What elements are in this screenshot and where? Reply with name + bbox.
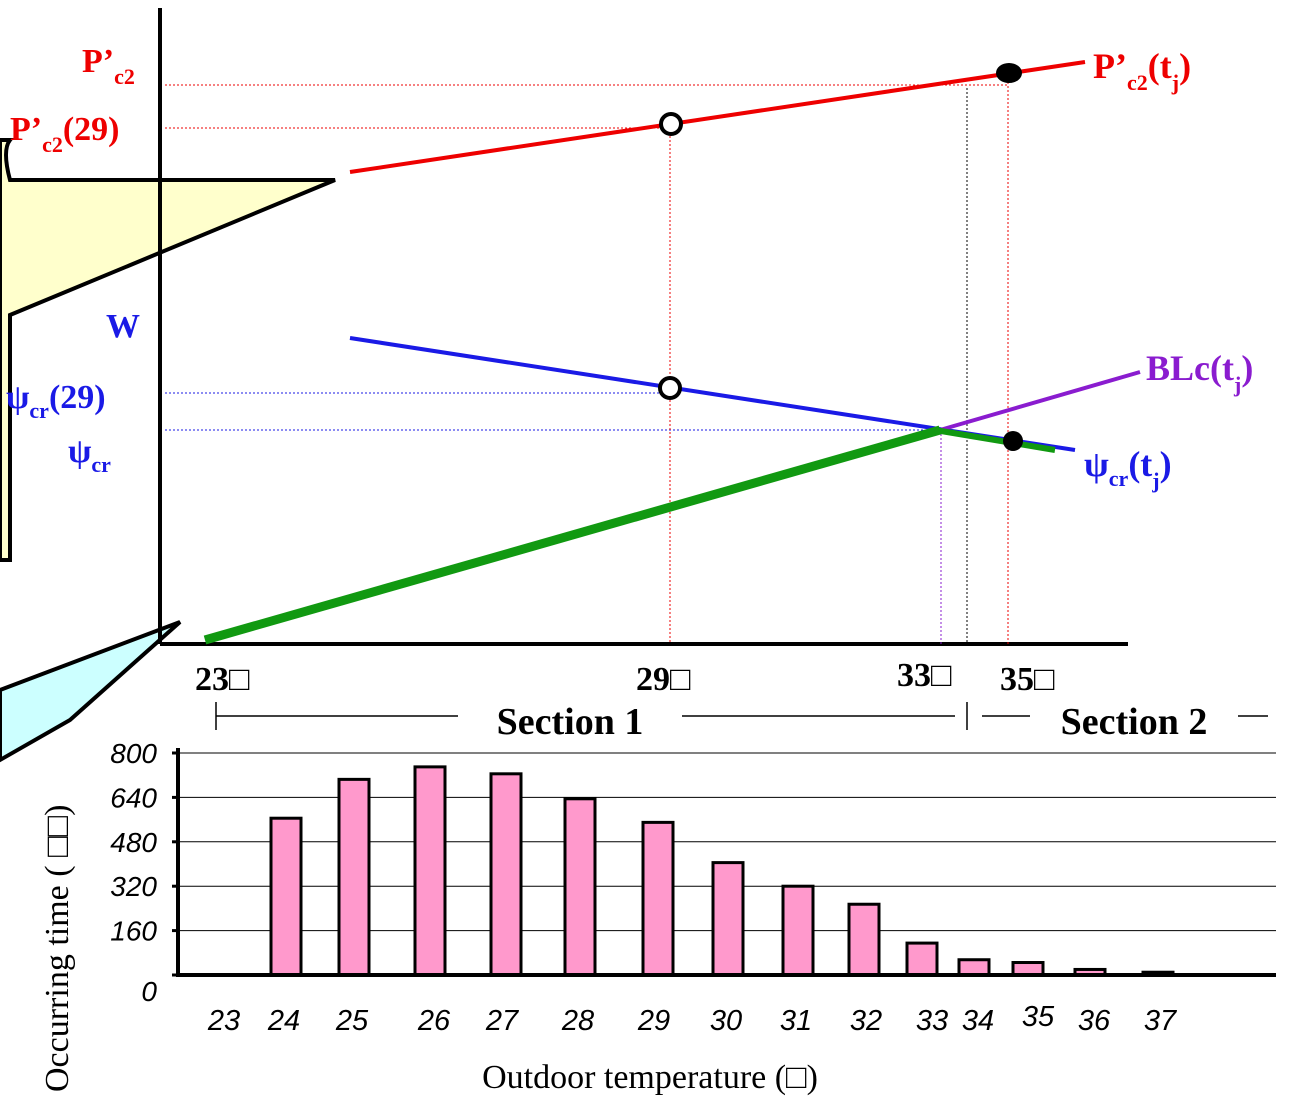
series-blc-line [939, 370, 1141, 432]
x-tick-label-36: 36 [1078, 1005, 1111, 1037]
x-tick-label-28: 28 [561, 1005, 594, 1037]
bar-y-label: Occurring time ( □□) [39, 805, 76, 1092]
series-label-psi: ψcr(tj) [1084, 444, 1172, 493]
bar-25 [337, 777, 371, 977]
y-tick-label: 320 [110, 871, 157, 902]
series-label-blc: BLc(tj) [1146, 348, 1253, 397]
yellow-callout [0, 138, 336, 562]
top-x-ticks: 23□ 29□ 33□ 35□ [195, 657, 1055, 698]
section-2-label: Section 2 [1061, 701, 1208, 743]
x-tick-33: 33□ [897, 657, 952, 694]
ylabel-pc2: P’c2 [82, 43, 135, 89]
bar-32 [847, 902, 881, 977]
x-tick-label-33: 33 [916, 1005, 948, 1037]
bar-x-ticks: 23 24 25 26 27 28 29 30 31 32 33 34 35 36 37 [207, 1001, 1178, 1037]
guide-lines [165, 74, 1009, 644]
x-tick-23: 23□ [195, 661, 250, 698]
x-tick-29: 29□ [636, 661, 691, 698]
bar-27 [489, 772, 523, 977]
x-tick-label-31: 31 [780, 1005, 812, 1037]
x-tick-label-35: 35 [1022, 1001, 1055, 1033]
y-tick-label: 0 [141, 976, 157, 1007]
ylabel-w: W [106, 308, 140, 345]
x-tick-label-30: 30 [710, 1005, 742, 1037]
series-load-line [203, 425, 942, 645]
marker-pc2-35 [996, 63, 1022, 83]
marker-psi-29 [658, 376, 682, 400]
x-tick-label-23: 23 [207, 1005, 240, 1037]
series-label-pc2: P’c2(tj) [1093, 46, 1191, 95]
x-tick-label-24: 24 [267, 1005, 300, 1037]
bar-30 [711, 861, 745, 977]
x-tick-label-27: 27 [485, 1005, 520, 1037]
bar-31 [781, 884, 815, 977]
ylabel-psi-29: ψcr(29) [6, 379, 106, 423]
series-pc2-line [349, 60, 1086, 174]
x-tick-label-32: 32 [850, 1005, 882, 1037]
x-tick-label-29: 29 [637, 1005, 670, 1037]
x-tick-label-25: 25 [335, 1005, 369, 1037]
y-tick-label: 640 [110, 782, 157, 813]
ylabel-pc2-29: P’c2(29) [10, 111, 120, 157]
x-tick-35: 35□ [1000, 661, 1055, 698]
marker-pc2-29 [659, 112, 683, 136]
bar-24 [269, 816, 303, 977]
section-1-label: Section 1 [497, 701, 644, 743]
bar-29 [641, 820, 675, 977]
y-tick-label: 800 [110, 738, 157, 769]
bar-y-ticks: 0 160 320 480 640 800 [110, 738, 178, 1007]
x-tick-label-37: 37 [1144, 1005, 1178, 1037]
cyan-callout [0, 620, 182, 763]
section-brackets [215, 702, 1268, 730]
ylabel-psi: ψcr [68, 433, 111, 477]
series-load-line-2 [934, 427, 1056, 453]
y-tick-label: 480 [110, 827, 157, 858]
bar-group [269, 765, 1175, 977]
marker-psi-35 [1003, 431, 1023, 451]
bar-26 [413, 765, 447, 977]
bar-34 [957, 958, 991, 977]
bar-28 [563, 797, 597, 977]
x-tick-label-26: 26 [417, 1005, 451, 1037]
bar-33 [905, 941, 939, 977]
x-tick-label-34: 34 [962, 1005, 994, 1037]
y-tick-label: 160 [110, 916, 157, 947]
bar-x-label: Outdoor temperature (□) [482, 1059, 818, 1096]
